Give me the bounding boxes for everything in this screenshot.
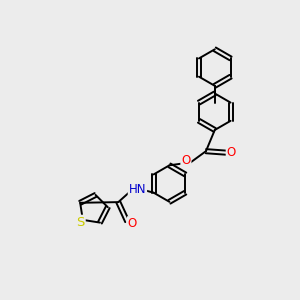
- Text: O: O: [226, 146, 236, 159]
- Text: HN: HN: [129, 183, 146, 196]
- Text: O: O: [181, 154, 190, 167]
- Text: O: O: [128, 217, 137, 230]
- Text: S: S: [76, 216, 85, 229]
